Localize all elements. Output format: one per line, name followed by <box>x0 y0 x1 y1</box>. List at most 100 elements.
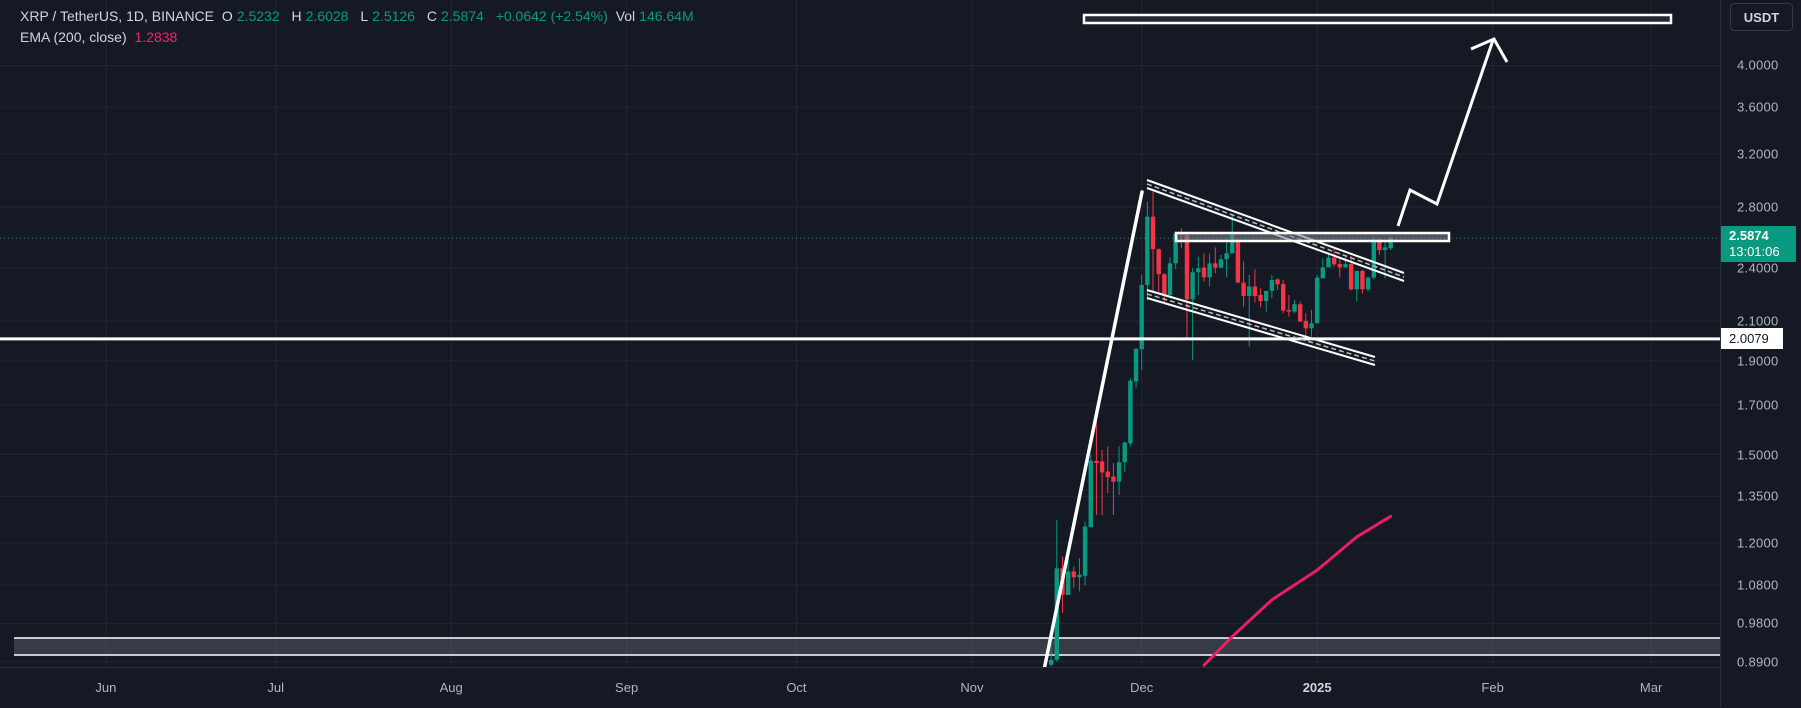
candle[interactable] <box>1207 253 1212 287</box>
candle[interactable] <box>1292 299 1297 314</box>
candle[interactable] <box>1247 274 1252 347</box>
candle-body <box>1145 216 1150 285</box>
candle[interactable] <box>1297 301 1303 322</box>
candle[interactable] <box>1128 378 1133 447</box>
candle-body <box>1269 280 1275 291</box>
candle[interactable] <box>1054 519 1059 662</box>
level-price-tag: 2.0079 <box>1721 328 1783 349</box>
symbol-title[interactable]: XRP / TetherUS, 1D, BINANCE <box>20 8 214 24</box>
target-zone-rectangle[interactable] <box>1082 13 1673 25</box>
candle-body <box>1258 294 1263 301</box>
candle-body <box>1320 267 1326 279</box>
candle[interactable] <box>1094 419 1099 515</box>
candle[interactable] <box>1082 521 1088 585</box>
candle-body <box>1235 239 1241 283</box>
candle[interactable] <box>1241 261 1246 307</box>
candle[interactable] <box>1150 191 1156 292</box>
x-tick-label: 2025 <box>1302 680 1332 695</box>
y-tick-label: 2.1000 <box>1737 313 1779 329</box>
candle[interactable] <box>1258 288 1263 308</box>
candle[interactable] <box>1196 256 1201 295</box>
candle[interactable] <box>1360 269 1365 294</box>
resistance-zone-rectangle[interactable] <box>1174 231 1451 243</box>
currency-button[interactable]: USDT <box>1730 3 1793 31</box>
candle[interactable] <box>1275 278 1280 291</box>
candle[interactable] <box>1309 309 1314 337</box>
candle[interactable] <box>1365 276 1371 292</box>
candle[interactable] <box>1133 348 1139 389</box>
support-zone-rectangle[interactable] <box>14 638 1720 655</box>
x-tick-label: Nov <box>960 680 984 695</box>
candle[interactable] <box>1252 269 1258 303</box>
candle[interactable] <box>1224 237 1229 278</box>
projection-arrow[interactable] <box>1396 39 1495 227</box>
candle-body <box>1348 263 1354 290</box>
candle[interactable] <box>1218 254 1224 269</box>
y-tick-label: 2.4000 <box>1737 260 1779 276</box>
y-tick-label: 1.2000 <box>1737 535 1779 551</box>
candle[interactable] <box>1371 235 1376 280</box>
candle[interactable] <box>1145 201 1150 300</box>
candle[interactable] <box>1099 449 1105 515</box>
y-tick-label: 3.2000 <box>1737 146 1779 162</box>
x-tick-label: Jun <box>95 680 117 695</box>
candle-body <box>1326 257 1331 268</box>
y-tick-label: 1.9000 <box>1737 353 1779 369</box>
candle-body <box>1065 571 1071 595</box>
high-value: 2.6028 <box>305 8 349 24</box>
candle[interactable] <box>1071 566 1076 589</box>
candle[interactable] <box>1048 643 1054 667</box>
candle-body <box>1247 286 1252 297</box>
candle[interactable] <box>1167 257 1173 297</box>
candle[interactable] <box>1337 258 1342 278</box>
candle[interactable] <box>1213 247 1218 274</box>
candle[interactable] <box>1116 446 1122 495</box>
candle[interactable] <box>1122 441 1127 472</box>
candle-body <box>1128 380 1133 444</box>
candle-body <box>1218 259 1224 268</box>
y-tick-label: 1.5000 <box>1737 447 1779 463</box>
candle-body <box>1201 267 1207 278</box>
candle[interactable] <box>1235 238 1241 284</box>
candle[interactable] <box>1303 313 1309 341</box>
candle[interactable] <box>1139 274 1144 370</box>
candle-body <box>1077 574 1082 578</box>
candle[interactable] <box>1286 294 1292 317</box>
candle[interactable] <box>1331 248 1337 267</box>
price-axis[interactable]: USDT 4.0000 3.6000 3.2000 2.8000 2.4000 2.100… <box>1720 0 1801 707</box>
time-axis[interactable]: Jun Jul Aug Sep Oct Nov Dec 2025 Feb Mar <box>0 667 1720 708</box>
bar-countdown: 13:01:06 <box>1729 244 1780 259</box>
candle[interactable] <box>1184 231 1190 339</box>
candle-body <box>1196 268 1201 273</box>
candle[interactable] <box>1382 239 1388 279</box>
y-tick-label: 0.9800 <box>1737 615 1779 631</box>
indicator-title[interactable]: EMA (200, close) <box>20 29 127 45</box>
candle[interactable] <box>1088 454 1093 528</box>
candle-body <box>1190 272 1195 300</box>
candle[interactable] <box>1111 463 1116 515</box>
candle[interactable] <box>1156 248 1161 292</box>
candle[interactable] <box>1320 258 1326 279</box>
x-tick-label: Feb <box>1481 680 1504 695</box>
volume-label: Vol <box>615 8 636 24</box>
candle-body <box>1162 274 1167 295</box>
candle[interactable] <box>1343 254 1348 269</box>
candle[interactable] <box>1281 280 1286 314</box>
candle-body <box>1314 277 1320 324</box>
candle[interactable] <box>1314 274 1320 324</box>
candle[interactable] <box>1077 558 1082 592</box>
candle[interactable] <box>1190 268 1195 360</box>
candle[interactable] <box>1264 290 1269 312</box>
candle[interactable] <box>1354 270 1359 302</box>
candle[interactable] <box>1201 253 1207 282</box>
candle[interactable] <box>1162 273 1167 303</box>
candle[interactable] <box>1326 254 1331 268</box>
candle[interactable] <box>1105 446 1110 494</box>
price-chart[interactable] <box>0 0 1720 667</box>
candle[interactable] <box>1269 274 1275 299</box>
volume-value: 146.64M <box>639 8 694 24</box>
flagpole-trendline[interactable] <box>1042 190 1144 667</box>
y-tick-label: 1.0800 <box>1737 577 1779 593</box>
channel-lower-line[interactable] <box>1146 289 1376 366</box>
candle-body <box>1082 526 1088 576</box>
